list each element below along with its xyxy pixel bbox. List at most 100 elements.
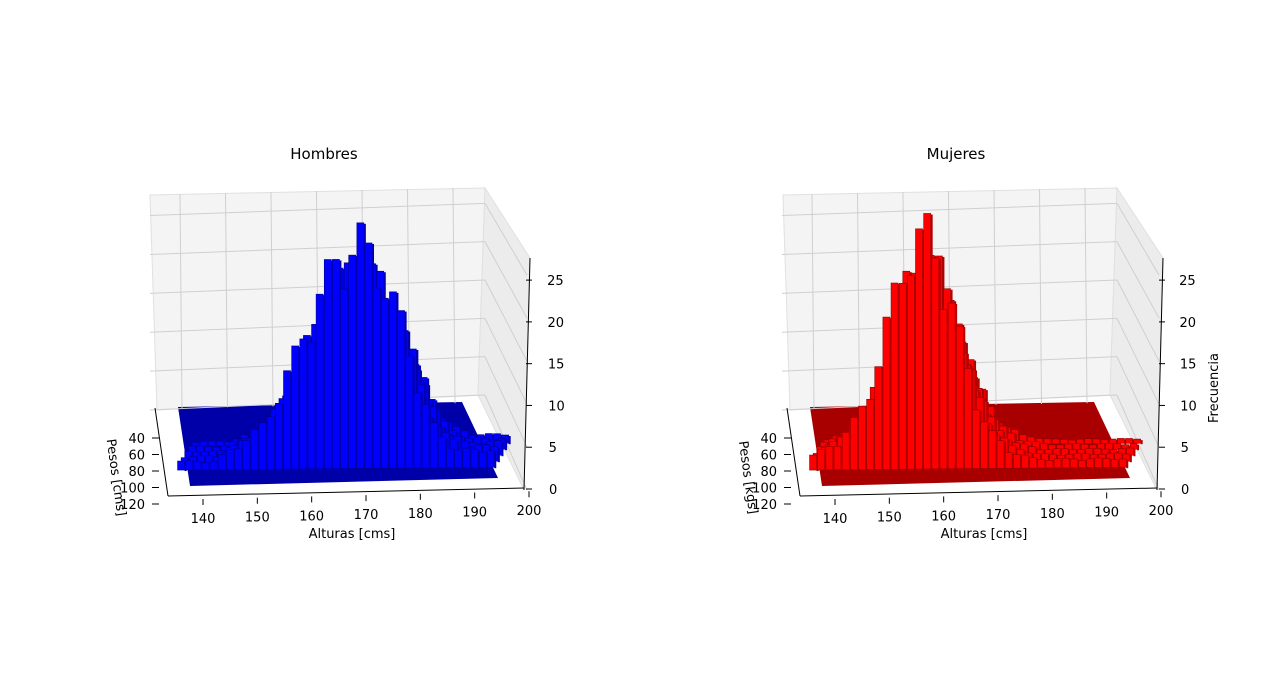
bar [299, 338, 308, 470]
bar [1125, 438, 1133, 444]
bar [955, 325, 964, 470]
bar [939, 309, 948, 470]
bar [454, 449, 462, 468]
z-tick-label: 5 [549, 441, 557, 456]
z-tick-label: 25 [547, 274, 564, 289]
grid-line [225, 192, 228, 408]
bar [234, 447, 242, 470]
bar [915, 228, 923, 470]
bar [931, 257, 940, 470]
bar [833, 445, 842, 471]
bar [1133, 438, 1141, 444]
bar [1100, 439, 1109, 444]
bar [1110, 459, 1119, 468]
grid-line [1039, 188, 1042, 405]
y-tick-label: 60 [760, 449, 777, 464]
bar [1045, 460, 1054, 469]
bar [216, 440, 224, 447]
grid-line [484, 279, 528, 362]
bar-side [501, 441, 504, 457]
bar [413, 392, 422, 469]
chart-title: Mujeres [927, 145, 986, 163]
chart-title: Hombres [290, 145, 358, 163]
bar-side [1140, 440, 1143, 445]
x-tick-label: 170 [354, 508, 379, 523]
bar [307, 341, 316, 470]
bar [462, 448, 471, 468]
bar [841, 431, 850, 471]
bar-side [1133, 448, 1136, 457]
y-tick-label: 120 [120, 498, 145, 513]
bar [356, 222, 365, 469]
bar [1102, 457, 1111, 468]
bar [372, 287, 381, 469]
grid-line [484, 356, 528, 448]
grid-line [484, 241, 528, 319]
bar [405, 355, 414, 469]
x-axis-label: Alturas [cms] [941, 527, 1028, 542]
bar [315, 293, 324, 470]
z-tick-label: 0 [549, 483, 557, 498]
y-tick-label: 40 [128, 432, 145, 447]
axis-lines [154, 257, 531, 497]
x-tick-label: 150 [245, 511, 270, 526]
grid-line [1116, 356, 1160, 448]
bar [486, 450, 495, 468]
bar [1037, 459, 1046, 469]
bar [1021, 454, 1029, 469]
z-tick-label: 10 [1180, 399, 1197, 414]
bar [177, 460, 185, 471]
grid-line [1116, 241, 1160, 319]
bar [980, 421, 989, 469]
grid-line [811, 193, 815, 409]
bar-side [1137, 444, 1140, 451]
bar [850, 417, 858, 470]
grid-line [270, 191, 274, 407]
grid-line [484, 203, 528, 276]
bar [1084, 438, 1093, 444]
y-tick-label: 60 [128, 449, 145, 464]
bar [809, 454, 817, 471]
bar-side [505, 439, 508, 451]
bar [1068, 439, 1076, 445]
bar [1061, 457, 1070, 469]
bar [1118, 458, 1127, 468]
z-tick-labels: 0 5 10 15 20 25 [1159, 274, 1197, 498]
bar [226, 449, 234, 470]
bar-side [497, 447, 500, 463]
bar [1070, 458, 1078, 468]
y-axis-label: Pesos [kgs] [735, 440, 760, 515]
grid-line [781, 202, 1118, 217]
bar [348, 254, 357, 469]
bar [1105, 443, 1113, 450]
bar [947, 302, 956, 470]
bar [364, 242, 373, 469]
x-tick-labels: 140 150 160 170 180 190 200 [823, 491, 1173, 527]
bar [1004, 452, 1013, 469]
bar [201, 462, 210, 471]
y-tick-label: 100 [120, 482, 145, 497]
bar [1029, 457, 1037, 469]
bar [907, 275, 915, 470]
y-tick-label: 120 [752, 498, 777, 513]
grid-line [1116, 203, 1160, 276]
bar [1051, 438, 1060, 445]
bar [207, 440, 216, 447]
bar [825, 446, 834, 471]
z-tick-label: 10 [548, 399, 565, 414]
bar [1078, 460, 1086, 468]
grid-line [452, 187, 456, 404]
grid-line [857, 192, 860, 408]
bar [323, 259, 332, 469]
bar [470, 448, 479, 468]
bar [1013, 454, 1021, 469]
bar [193, 460, 202, 471]
y-tick-label: 100 [752, 482, 777, 497]
z-tick-label: 5 [1181, 441, 1189, 456]
bar [438, 436, 446, 468]
grid-line [179, 193, 183, 409]
z-tick-label: 20 [1180, 316, 1197, 331]
bar [1076, 438, 1084, 445]
bar-side [508, 436, 511, 445]
